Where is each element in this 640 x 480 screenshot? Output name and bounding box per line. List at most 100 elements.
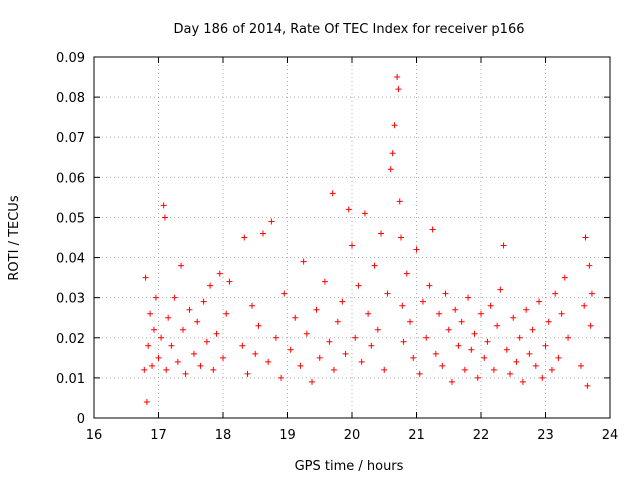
data-point [545,318,552,325]
data-point [143,398,150,405]
y-tick-label: 0.03 [56,292,85,307]
data-point [426,282,433,289]
data-point [342,350,349,357]
data-point [398,234,405,241]
data-point [152,294,159,301]
data-point [500,242,507,249]
data-point [178,262,185,269]
data-point [436,310,443,317]
data-point [419,298,426,305]
data-point [197,362,204,369]
data-point [349,242,355,249]
data-point [587,322,594,329]
data-point [300,258,307,265]
data-point [561,274,568,281]
chart-title: Day 186 of 2014, Rate Of TEC Index for r… [174,22,525,37]
data-point [141,366,148,373]
data-point [478,310,484,317]
data-point [396,198,403,205]
x-tick-label: 16 [86,428,103,443]
data-point [374,326,381,333]
data-point [490,366,497,373]
data-point [516,334,523,341]
data-point [586,262,593,269]
y-tick-label: 0.04 [56,252,85,267]
data-point [239,342,246,349]
data-point [182,370,189,377]
data-point [542,342,549,349]
data-point [334,318,341,325]
data-point [272,334,279,341]
data-point [429,226,436,233]
data-point [389,150,396,157]
data-point [529,326,536,333]
data-point [145,342,152,349]
data-point [292,314,299,321]
data-point [452,306,459,313]
data-point [180,326,187,333]
data-point [361,210,368,217]
x-tick-label: 21 [408,428,425,443]
data-point [497,286,504,293]
data-point [519,378,526,385]
data-point [391,122,398,129]
data-point [210,366,217,373]
data-point [510,314,517,321]
data-point [577,362,584,369]
y-tick-label: 0.05 [56,211,85,226]
data-point [358,358,365,365]
data-point [265,358,272,365]
data-point [142,274,149,281]
data-point [158,334,165,341]
data-point [223,310,230,317]
data-point [407,318,414,325]
data-point [371,262,378,269]
data-point [484,338,491,345]
data-point [387,166,394,173]
data-point [403,270,410,277]
data-point [309,378,316,385]
x-tick-label: 20 [344,428,361,443]
y-tick-label: 0.06 [56,171,85,186]
y-tick-labels: 0 0.01 0.02 0.03 0.04 0.05 0.06 0.07 0.08 0.09 [56,51,85,427]
data-point [455,342,462,349]
data-point [281,290,288,297]
data-point [313,306,320,313]
data-point [368,342,375,349]
data-point [458,318,465,325]
y-tick-label: 0.07 [56,131,85,146]
data-point [244,370,251,377]
y-tick-label: 0.08 [56,91,85,106]
data-point [194,318,201,325]
y-tick-label: 0.02 [56,332,85,347]
data-point [160,202,167,209]
data-point [365,310,372,317]
data-point [161,214,168,221]
data-point [536,298,543,305]
data-point [149,362,156,369]
x-tick-label: 18 [215,428,232,443]
data-point [399,302,406,309]
data-point [278,374,285,381]
data-point [400,338,407,345]
data-point [326,338,333,345]
data-point [581,302,588,309]
data-point [297,362,304,369]
data-point [503,346,510,353]
data-point [432,350,439,357]
data-point [465,294,472,301]
data-point [186,306,193,313]
data-point [168,342,175,349]
data-point [259,230,266,237]
x-tick-labels: 16 17 18 19 20 21 22 23 24 [86,428,619,443]
x-tick-label: 19 [279,428,296,443]
data-point [416,370,423,377]
data-point [155,354,162,361]
data-point [494,322,501,329]
data-point [329,190,336,197]
data-point [384,290,391,297]
data-point [213,330,220,337]
data-point [539,374,546,381]
y-tick-label: 0.09 [56,51,85,66]
